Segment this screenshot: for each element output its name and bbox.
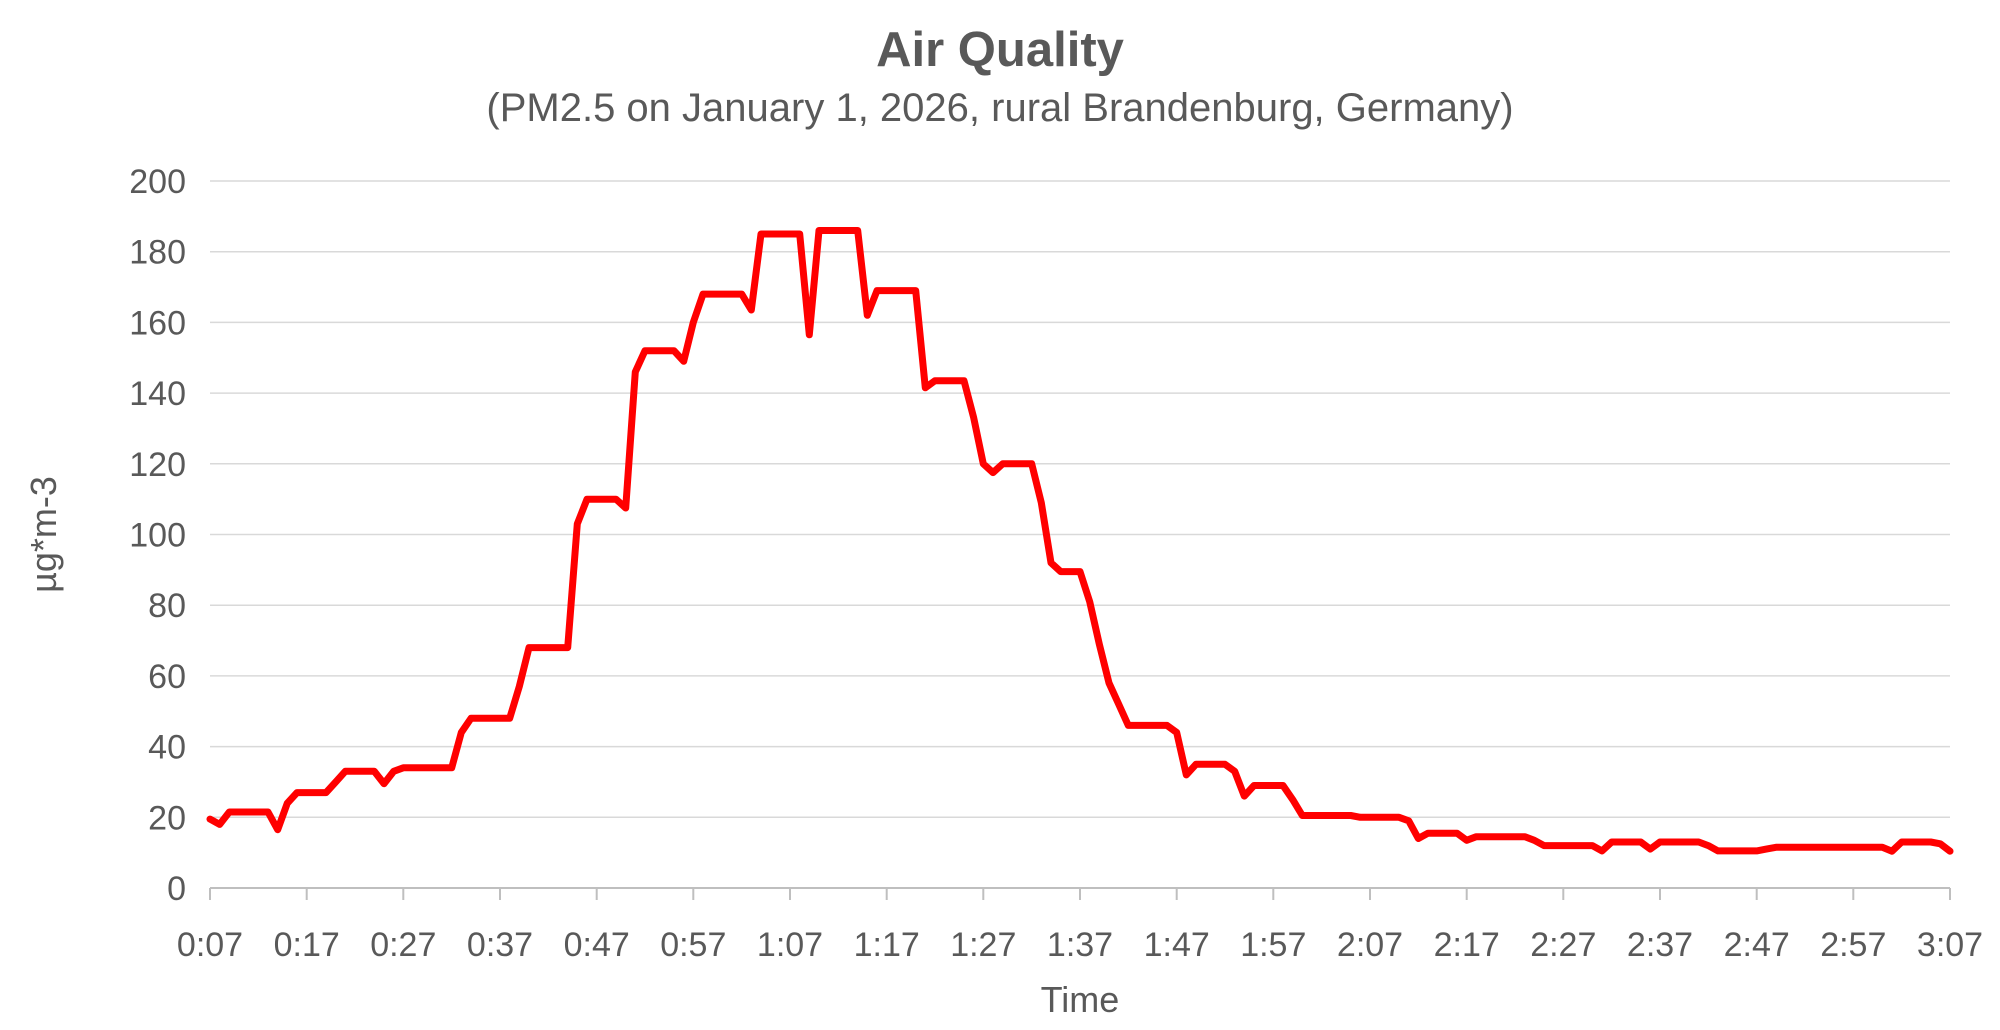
y-tick-label: 100 <box>129 517 186 555</box>
x-tick-label: 0:27 <box>370 926 436 964</box>
x-tick-label: 0:07 <box>177 926 243 964</box>
x-tick-label: 2:47 <box>1724 926 1790 964</box>
x-tick-label: 1:07 <box>757 926 823 964</box>
data-line-pm25 <box>206 227 1954 855</box>
x-tick-label: 1:47 <box>1144 926 1210 964</box>
y-tick-label: 140 <box>129 375 186 413</box>
x-axis-tick-marks <box>209 888 1951 900</box>
x-tick-label: 2:57 <box>1820 926 1886 964</box>
x-axis-title: Time <box>1041 979 1120 1020</box>
x-tick-label: 2:07 <box>1337 926 1403 964</box>
x-tick-label: 2:17 <box>1434 926 1500 964</box>
x-tick-label: 0:37 <box>467 926 533 964</box>
x-tick-label: 0:47 <box>564 926 630 964</box>
x-tick-label: 0:57 <box>660 926 726 964</box>
x-tick-label: 1:57 <box>1240 926 1306 964</box>
y-tick-label: 160 <box>129 304 186 342</box>
y-tick-label: 120 <box>129 446 186 484</box>
y-tick-label: 200 <box>129 163 186 201</box>
x-tick-label: 2:37 <box>1627 926 1693 964</box>
x-tick-label: 1:27 <box>950 926 1016 964</box>
x-tick-label: 0:17 <box>274 926 340 964</box>
y-tick-label: 180 <box>129 234 186 272</box>
y-axis-title: µg*m-3 <box>23 476 64 593</box>
y-tick-label: 20 <box>148 799 186 837</box>
chart-subtitle: (PM2.5 on January 1, 2026, rural Branden… <box>486 86 1514 130</box>
gridlines <box>210 180 1950 889</box>
y-tick-label: 80 <box>148 587 186 625</box>
x-axis-tick-labels: 0:07 0:17 0:27 0:37 0:47 0:57 1:07 1:17 1:27 1:37… <box>177 926 1983 964</box>
x-tick-label: 2:27 <box>1530 926 1596 964</box>
chart-title: Air Quality <box>876 23 1124 77</box>
x-tick-label: 1:17 <box>854 926 920 964</box>
y-tick-label: 60 <box>148 658 186 696</box>
y-tick-label: 0 <box>167 870 186 908</box>
x-tick-label: 1:37 <box>1047 926 1113 964</box>
y-axis-tick-labels: 0 20 40 60 80 100 120 140 160 180 200 <box>129 163 186 908</box>
x-tick-label: 3:07 <box>1917 926 1983 964</box>
y-tick-label: 40 <box>148 729 186 767</box>
